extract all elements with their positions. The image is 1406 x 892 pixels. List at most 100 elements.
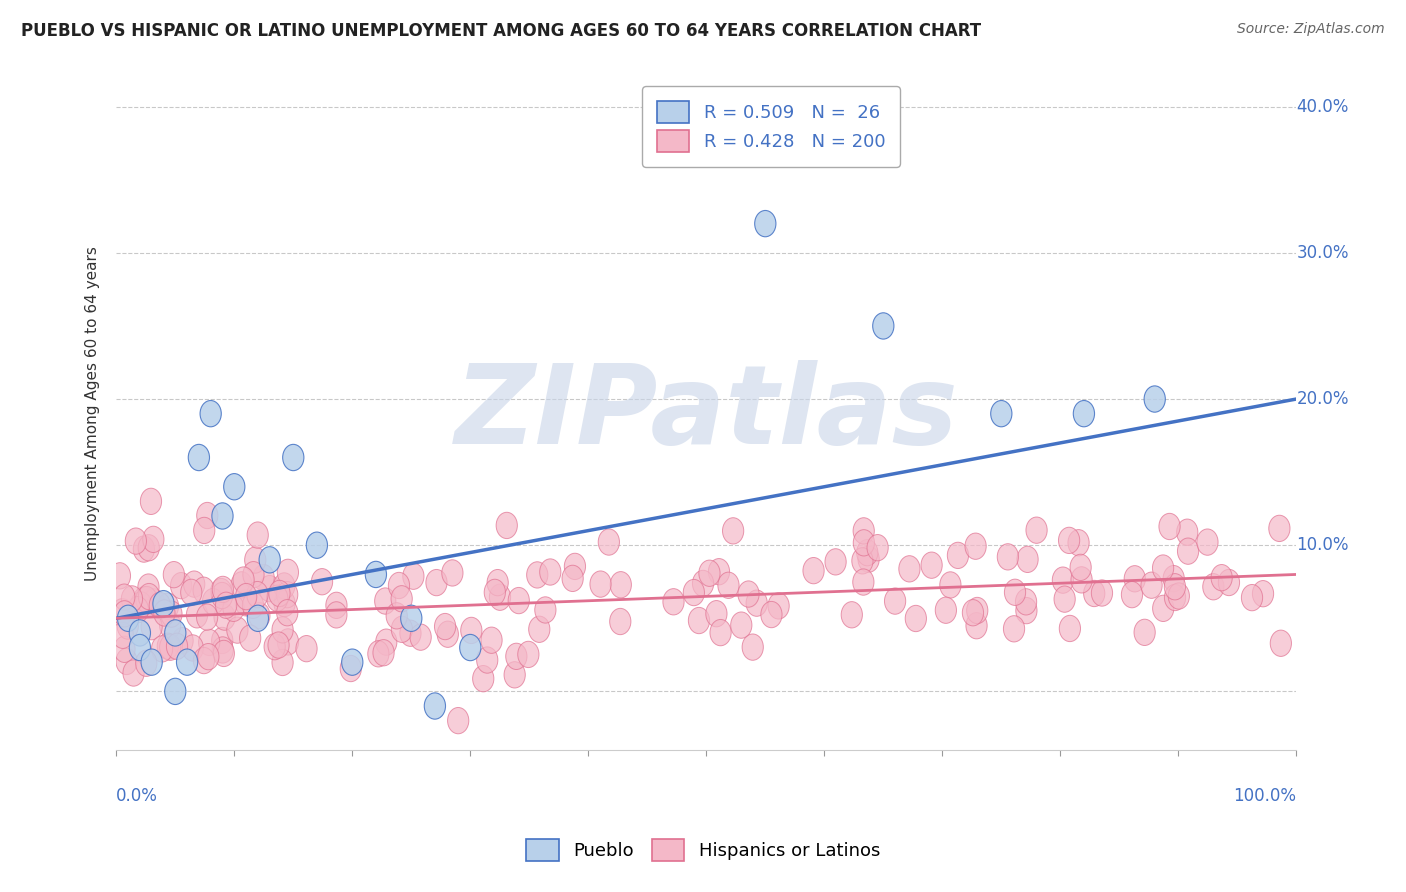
Ellipse shape xyxy=(247,522,269,549)
Ellipse shape xyxy=(401,605,422,632)
Ellipse shape xyxy=(966,613,987,639)
Ellipse shape xyxy=(935,597,956,624)
Ellipse shape xyxy=(180,579,202,606)
Ellipse shape xyxy=(212,503,233,529)
Ellipse shape xyxy=(114,636,135,663)
Ellipse shape xyxy=(706,600,727,627)
Ellipse shape xyxy=(755,211,776,236)
Ellipse shape xyxy=(211,582,233,608)
Ellipse shape xyxy=(1052,567,1074,593)
Ellipse shape xyxy=(224,474,245,500)
Ellipse shape xyxy=(965,533,986,559)
Ellipse shape xyxy=(224,595,245,622)
Ellipse shape xyxy=(506,643,527,670)
Ellipse shape xyxy=(277,582,298,607)
Ellipse shape xyxy=(391,616,412,642)
Ellipse shape xyxy=(212,637,233,663)
Ellipse shape xyxy=(129,634,150,661)
Ellipse shape xyxy=(198,629,219,656)
Ellipse shape xyxy=(187,602,208,628)
Ellipse shape xyxy=(441,560,463,586)
Ellipse shape xyxy=(534,597,555,624)
Ellipse shape xyxy=(170,573,191,599)
Ellipse shape xyxy=(368,640,389,667)
Ellipse shape xyxy=(841,601,862,628)
Ellipse shape xyxy=(742,634,763,660)
Ellipse shape xyxy=(540,559,561,585)
Ellipse shape xyxy=(153,599,174,626)
Ellipse shape xyxy=(269,581,290,607)
Ellipse shape xyxy=(1017,546,1038,573)
Ellipse shape xyxy=(1163,566,1184,591)
Ellipse shape xyxy=(121,586,142,612)
Ellipse shape xyxy=(253,565,274,591)
Ellipse shape xyxy=(858,546,879,573)
Ellipse shape xyxy=(477,647,498,673)
Ellipse shape xyxy=(165,620,186,646)
Ellipse shape xyxy=(411,624,432,650)
Ellipse shape xyxy=(274,573,295,599)
Ellipse shape xyxy=(114,600,135,627)
Ellipse shape xyxy=(683,580,704,606)
Ellipse shape xyxy=(177,649,198,675)
Ellipse shape xyxy=(905,606,927,632)
Ellipse shape xyxy=(853,517,875,544)
Ellipse shape xyxy=(122,660,145,686)
Ellipse shape xyxy=(718,572,740,599)
Legend: Pueblo, Hispanics or Latinos: Pueblo, Hispanics or Latinos xyxy=(517,830,889,870)
Ellipse shape xyxy=(692,570,714,597)
Ellipse shape xyxy=(233,567,254,593)
Ellipse shape xyxy=(1015,598,1038,624)
Ellipse shape xyxy=(966,598,988,624)
Ellipse shape xyxy=(159,612,181,639)
Ellipse shape xyxy=(921,552,942,578)
Ellipse shape xyxy=(391,586,412,612)
Ellipse shape xyxy=(948,542,969,568)
Text: 0.0%: 0.0% xyxy=(117,787,157,805)
Ellipse shape xyxy=(1177,538,1199,565)
Ellipse shape xyxy=(1054,586,1076,612)
Ellipse shape xyxy=(340,656,361,681)
Ellipse shape xyxy=(141,649,162,675)
Ellipse shape xyxy=(110,563,131,589)
Ellipse shape xyxy=(115,648,138,674)
Ellipse shape xyxy=(508,588,530,614)
Ellipse shape xyxy=(1122,582,1143,607)
Ellipse shape xyxy=(159,634,181,660)
Ellipse shape xyxy=(1070,554,1091,581)
Ellipse shape xyxy=(235,590,256,616)
Ellipse shape xyxy=(481,627,502,653)
Ellipse shape xyxy=(193,577,214,603)
Ellipse shape xyxy=(1015,589,1036,615)
Ellipse shape xyxy=(761,601,782,628)
Ellipse shape xyxy=(188,444,209,471)
Ellipse shape xyxy=(366,561,387,588)
Ellipse shape xyxy=(768,593,789,619)
Ellipse shape xyxy=(1202,574,1225,600)
Ellipse shape xyxy=(1270,630,1292,657)
Text: 10.0%: 10.0% xyxy=(1296,536,1348,554)
Ellipse shape xyxy=(271,616,294,643)
Ellipse shape xyxy=(267,585,288,611)
Ellipse shape xyxy=(149,592,170,619)
Ellipse shape xyxy=(141,488,162,515)
Ellipse shape xyxy=(138,583,160,610)
Ellipse shape xyxy=(277,629,298,655)
Ellipse shape xyxy=(1153,555,1174,582)
Ellipse shape xyxy=(1164,584,1185,611)
Ellipse shape xyxy=(873,313,894,339)
Ellipse shape xyxy=(200,401,221,426)
Ellipse shape xyxy=(388,573,409,599)
Ellipse shape xyxy=(212,576,233,603)
Ellipse shape xyxy=(152,636,173,662)
Ellipse shape xyxy=(723,517,744,544)
Ellipse shape xyxy=(236,583,257,610)
Ellipse shape xyxy=(1168,582,1189,609)
Ellipse shape xyxy=(375,629,396,656)
Ellipse shape xyxy=(136,586,157,613)
Ellipse shape xyxy=(131,591,152,618)
Ellipse shape xyxy=(157,593,179,619)
Ellipse shape xyxy=(997,544,1018,570)
Ellipse shape xyxy=(1059,527,1080,554)
Ellipse shape xyxy=(856,540,877,566)
